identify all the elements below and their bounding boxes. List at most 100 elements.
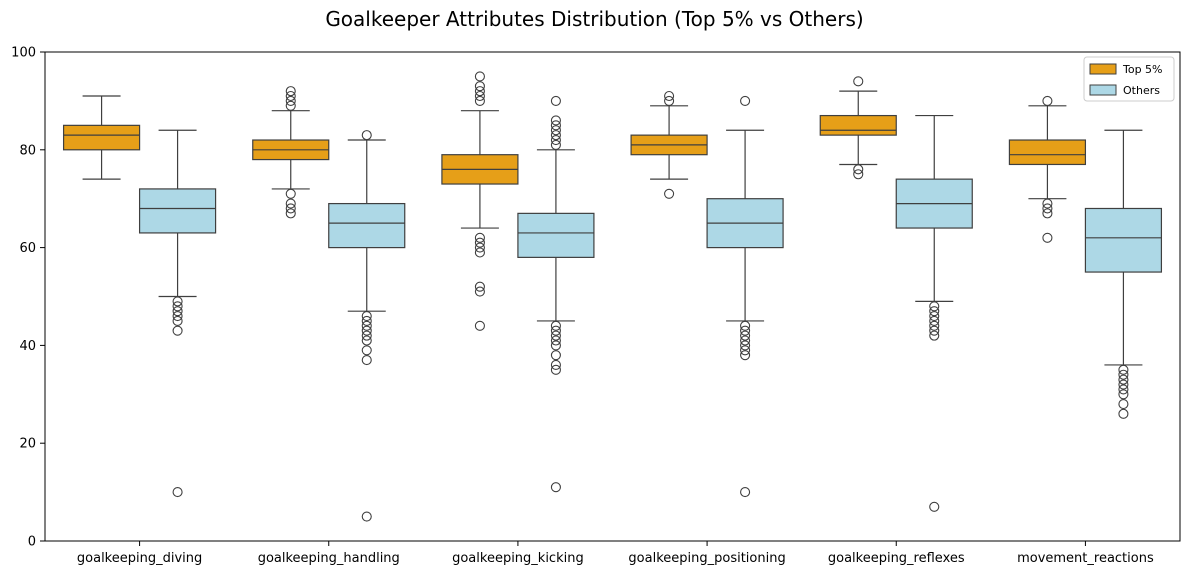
outlier-point bbox=[550, 115, 561, 126]
outlier-point bbox=[474, 320, 485, 331]
legend-swatch bbox=[1089, 63, 1117, 75]
outlier-point bbox=[361, 355, 372, 366]
outlier-point bbox=[929, 501, 940, 512]
outlier-point bbox=[474, 242, 485, 253]
outlier-point bbox=[1042, 198, 1053, 209]
plot-frame bbox=[44, 51, 1181, 542]
outlier-point bbox=[664, 188, 675, 199]
outlier-point bbox=[361, 320, 372, 331]
outlier-point bbox=[474, 81, 485, 92]
outlier-point bbox=[853, 76, 864, 87]
outlier-point bbox=[1118, 384, 1129, 395]
outlier-point bbox=[172, 296, 183, 307]
outlier-point bbox=[1118, 374, 1129, 385]
y-tick-label: 100 bbox=[11, 46, 36, 61]
box bbox=[62, 124, 141, 151]
outlier-point bbox=[550, 335, 561, 346]
box-group bbox=[517, 95, 595, 493]
outlier-point bbox=[361, 335, 372, 346]
outlier-point bbox=[361, 315, 372, 327]
outlier-point bbox=[361, 325, 372, 336]
outlier-point bbox=[361, 311, 372, 322]
outlier-point bbox=[740, 487, 751, 498]
outlier-point bbox=[929, 301, 940, 312]
box bbox=[1084, 207, 1163, 273]
box-group bbox=[895, 114, 973, 512]
outlier-point bbox=[929, 320, 940, 331]
box-group bbox=[819, 76, 897, 180]
legend-label: Top 5% bbox=[1122, 63, 1163, 76]
outlier-point bbox=[474, 232, 485, 243]
outlier-point bbox=[1118, 379, 1129, 390]
box-group bbox=[138, 129, 217, 498]
x-tick-label: goalkeeping_diving bbox=[77, 551, 202, 566]
chart-title: Goalkeeper Attributes Distribution (Top … bbox=[325, 7, 863, 31]
legend-label: Others bbox=[1123, 84, 1160, 97]
outlier-point bbox=[853, 169, 864, 180]
outlier-point bbox=[929, 306, 940, 317]
outlier-point bbox=[1118, 408, 1129, 419]
box bbox=[1008, 139, 1087, 166]
x-tick-label: goalkeeping_reflexes bbox=[828, 551, 965, 566]
outlier-point bbox=[172, 315, 183, 327]
box-group bbox=[62, 95, 141, 180]
x-tick-label: goalkeeping_handling bbox=[258, 551, 400, 566]
outlier-point bbox=[1042, 232, 1053, 243]
outlier-point bbox=[172, 325, 183, 336]
outlier-point bbox=[474, 286, 485, 297]
box-group bbox=[1084, 129, 1163, 419]
legend-swatch bbox=[1089, 84, 1117, 96]
outlier-point bbox=[740, 335, 751, 346]
outlier-point bbox=[474, 90, 485, 102]
outlier-point bbox=[172, 311, 183, 322]
outlier-point bbox=[740, 340, 751, 351]
box-group bbox=[441, 71, 519, 331]
box bbox=[328, 202, 406, 249]
outlier-point bbox=[285, 86, 296, 97]
outlier-point bbox=[740, 95, 751, 106]
outlier-point bbox=[474, 247, 485, 258]
box bbox=[517, 212, 595, 258]
x-tick-label: goalkeeping_kicking bbox=[452, 551, 584, 566]
outlier-point bbox=[474, 86, 485, 97]
outlier-point bbox=[474, 71, 485, 82]
outlier-point bbox=[550, 325, 561, 336]
outlier-point bbox=[172, 301, 183, 312]
outlier-point bbox=[474, 281, 485, 292]
outlier-point bbox=[285, 188, 296, 199]
outlier-point bbox=[172, 487, 183, 498]
outlier-point bbox=[740, 330, 751, 341]
outlier-point bbox=[285, 95, 296, 106]
outlier-point bbox=[1042, 203, 1053, 214]
outlier-point bbox=[664, 95, 675, 106]
x-tick-label: movement_reactions bbox=[1017, 551, 1154, 566]
outlier-point bbox=[1118, 389, 1129, 400]
outlier-point bbox=[474, 237, 485, 248]
outlier-point bbox=[550, 330, 561, 341]
outlier-point bbox=[361, 130, 372, 141]
outlier-point bbox=[550, 364, 561, 375]
outlier-point bbox=[285, 198, 296, 209]
box bbox=[819, 114, 897, 136]
outlier-point bbox=[929, 325, 940, 336]
axes: 0 20 40 60 80 100 goalkeeping_diving goalkeepin… bbox=[11, 46, 1181, 566]
outlier-point bbox=[740, 350, 751, 361]
y-tick-label: 80 bbox=[19, 143, 36, 158]
y-tick-label: 0 bbox=[28, 535, 36, 550]
x-tick-label: goalkeeping_positioning bbox=[628, 551, 785, 566]
outlier-point bbox=[285, 208, 296, 219]
outlier-point bbox=[740, 325, 751, 336]
outlier-point bbox=[664, 90, 675, 102]
outlier-point bbox=[361, 511, 372, 522]
outlier-point bbox=[740, 345, 751, 356]
outlier-point bbox=[1042, 95, 1053, 106]
legend: Top 5% Others bbox=[1083, 56, 1175, 102]
box bbox=[138, 188, 217, 234]
outlier-point bbox=[1118, 369, 1129, 380]
y-tick-label: 40 bbox=[19, 339, 36, 354]
outlier-point bbox=[361, 345, 372, 356]
outlier-point bbox=[550, 139, 561, 150]
box-group bbox=[328, 130, 406, 522]
box-group bbox=[252, 86, 330, 219]
